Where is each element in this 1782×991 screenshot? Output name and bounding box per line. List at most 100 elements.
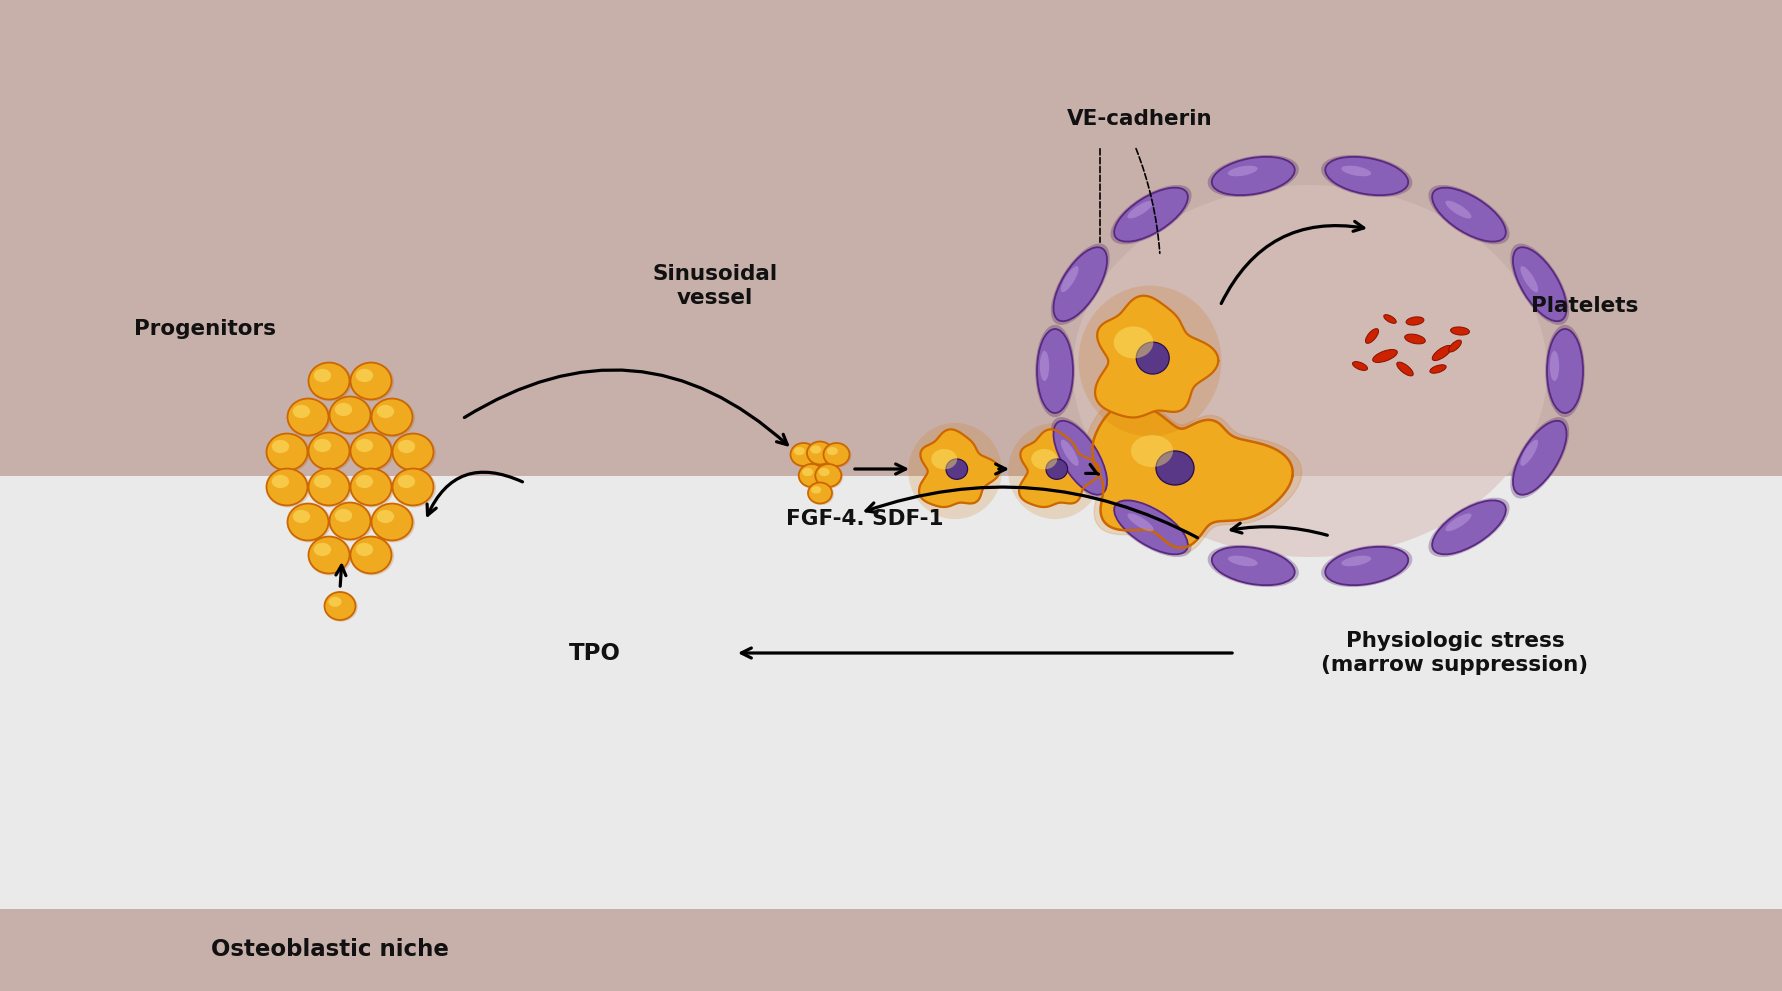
Polygon shape	[1092, 403, 1292, 548]
Ellipse shape	[330, 502, 371, 539]
Ellipse shape	[351, 432, 392, 470]
Ellipse shape	[397, 475, 415, 489]
Ellipse shape	[1520, 440, 1538, 466]
Ellipse shape	[1041, 351, 1050, 382]
Ellipse shape	[1353, 362, 1367, 371]
Ellipse shape	[349, 469, 394, 507]
Ellipse shape	[1110, 497, 1192, 557]
Ellipse shape	[818, 468, 830, 477]
Ellipse shape	[1342, 165, 1370, 176]
Ellipse shape	[1060, 440, 1078, 466]
Ellipse shape	[1342, 556, 1370, 566]
Ellipse shape	[1451, 327, 1470, 335]
Text: Physiologic stress
(marrow suppression): Physiologic stress (marrow suppression)	[1322, 631, 1588, 675]
Ellipse shape	[351, 469, 392, 505]
Ellipse shape	[308, 432, 349, 470]
Ellipse shape	[1035, 325, 1075, 417]
Ellipse shape	[1404, 334, 1426, 344]
Ellipse shape	[1051, 244, 1110, 325]
Ellipse shape	[308, 433, 353, 472]
Ellipse shape	[267, 469, 308, 505]
Ellipse shape	[330, 502, 372, 541]
Ellipse shape	[308, 469, 353, 507]
Ellipse shape	[1032, 449, 1057, 470]
Ellipse shape	[1053, 421, 1107, 495]
Ellipse shape	[1320, 545, 1413, 587]
Ellipse shape	[798, 464, 825, 487]
Ellipse shape	[909, 423, 1001, 519]
Ellipse shape	[1433, 500, 1506, 554]
Text: Sinusoidal
vessel: Sinusoidal vessel	[652, 265, 777, 307]
Ellipse shape	[335, 508, 353, 522]
Ellipse shape	[1128, 513, 1153, 531]
Ellipse shape	[266, 469, 310, 507]
Ellipse shape	[356, 439, 372, 452]
Ellipse shape	[349, 433, 394, 472]
Ellipse shape	[1365, 329, 1379, 343]
Ellipse shape	[1157, 451, 1194, 485]
Ellipse shape	[1520, 266, 1538, 292]
Ellipse shape	[1137, 342, 1169, 374]
Ellipse shape	[328, 597, 342, 606]
Ellipse shape	[1320, 155, 1413, 197]
Ellipse shape	[266, 434, 310, 473]
Ellipse shape	[1009, 423, 1101, 519]
Ellipse shape	[287, 398, 328, 435]
Text: TPO: TPO	[568, 641, 620, 665]
Ellipse shape	[802, 468, 813, 477]
Ellipse shape	[324, 592, 355, 620]
Ellipse shape	[1445, 200, 1472, 219]
Ellipse shape	[1128, 200, 1153, 219]
Polygon shape	[1096, 295, 1219, 417]
Ellipse shape	[349, 363, 394, 401]
Text: VE-cadherin: VE-cadherin	[1067, 109, 1214, 129]
Ellipse shape	[1433, 187, 1506, 242]
Ellipse shape	[793, 447, 805, 455]
Ellipse shape	[292, 509, 310, 523]
Ellipse shape	[1385, 314, 1397, 323]
Ellipse shape	[1397, 362, 1413, 376]
Ellipse shape	[308, 363, 353, 401]
Ellipse shape	[1208, 155, 1299, 197]
Ellipse shape	[287, 398, 331, 437]
Ellipse shape	[1110, 185, 1192, 245]
Ellipse shape	[1372, 350, 1397, 363]
Ellipse shape	[816, 465, 843, 489]
Ellipse shape	[1212, 157, 1296, 195]
Ellipse shape	[1445, 513, 1472, 531]
Ellipse shape	[392, 469, 437, 507]
Ellipse shape	[1547, 329, 1582, 413]
Ellipse shape	[356, 543, 372, 556]
Ellipse shape	[932, 449, 957, 470]
Ellipse shape	[287, 503, 331, 542]
Ellipse shape	[816, 464, 841, 487]
Ellipse shape	[823, 443, 850, 466]
Ellipse shape	[1228, 165, 1258, 176]
Ellipse shape	[287, 503, 328, 540]
Ellipse shape	[1406, 317, 1424, 325]
Ellipse shape	[376, 509, 394, 523]
Ellipse shape	[1208, 545, 1299, 587]
Ellipse shape	[314, 369, 331, 383]
Ellipse shape	[946, 459, 968, 480]
Ellipse shape	[308, 536, 349, 574]
Ellipse shape	[827, 447, 838, 455]
Ellipse shape	[811, 445, 822, 454]
Ellipse shape	[392, 469, 433, 505]
Ellipse shape	[1513, 247, 1566, 321]
Ellipse shape	[1511, 417, 1570, 498]
Ellipse shape	[1114, 326, 1153, 359]
Bar	[0, 909, 1782, 991]
Polygon shape	[1085, 398, 1301, 554]
Ellipse shape	[314, 475, 331, 489]
Ellipse shape	[807, 483, 834, 505]
Ellipse shape	[1228, 556, 1258, 566]
Ellipse shape	[1326, 157, 1408, 195]
Ellipse shape	[791, 443, 818, 468]
Ellipse shape	[335, 402, 353, 416]
Ellipse shape	[271, 440, 289, 453]
Ellipse shape	[823, 443, 852, 468]
Ellipse shape	[397, 440, 415, 453]
Ellipse shape	[1429, 365, 1447, 374]
Ellipse shape	[267, 433, 308, 471]
